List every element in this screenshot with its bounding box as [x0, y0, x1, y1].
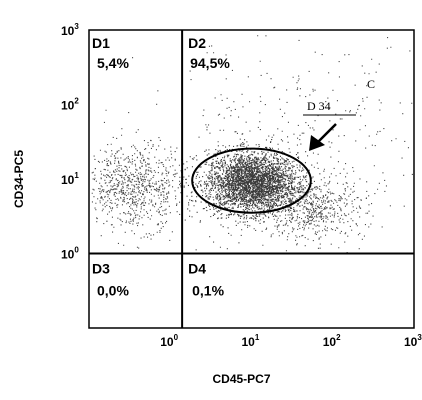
y-tick-label: 103: [61, 22, 79, 38]
quadrant-d3-name: D3: [92, 261, 110, 277]
gate-label-d34: D 34: [307, 99, 331, 113]
event-cluster-2: [91, 129, 239, 251]
cd34-ellipse-gate: [191, 147, 312, 214]
x-tick-label: 103: [404, 333, 422, 349]
x-tick-label: 101: [242, 333, 260, 349]
x-tick-label: 102: [323, 333, 341, 349]
quadrant-d4-percent: 0,1%: [192, 283, 224, 299]
event-cluster-1: [166, 129, 328, 244]
arrow-head-icon: [309, 135, 325, 151]
x-tick-label: 100: [160, 333, 178, 349]
quadrant-d2-name: D2: [188, 35, 206, 51]
event-dots: [91, 35, 413, 254]
x-tick-labels: 100 101 102 103: [160, 333, 422, 349]
quadrant-d4-name: D4: [188, 261, 206, 277]
corner-label-c: C: [367, 77, 375, 91]
y-tick-label: 100: [61, 246, 79, 262]
plot-frame: [88, 29, 415, 329]
x-axis-title: CD45-PC7: [212, 372, 270, 386]
y-tick-labels: 100 101 102 103: [61, 22, 79, 262]
arrow-icon: [317, 123, 337, 143]
y-tick-label: 101: [61, 171, 79, 187]
quadrant-d1-percent: 5,4%: [97, 55, 129, 71]
quadrant-d3-percent: 0,0%: [97, 283, 129, 299]
y-axis-title: CD34-PC5: [12, 150, 26, 208]
y-tick-label: 102: [61, 97, 79, 113]
quadrant-d2-percent: 94,5%: [190, 55, 230, 71]
quadrant-d1-name: D1: [92, 35, 110, 51]
